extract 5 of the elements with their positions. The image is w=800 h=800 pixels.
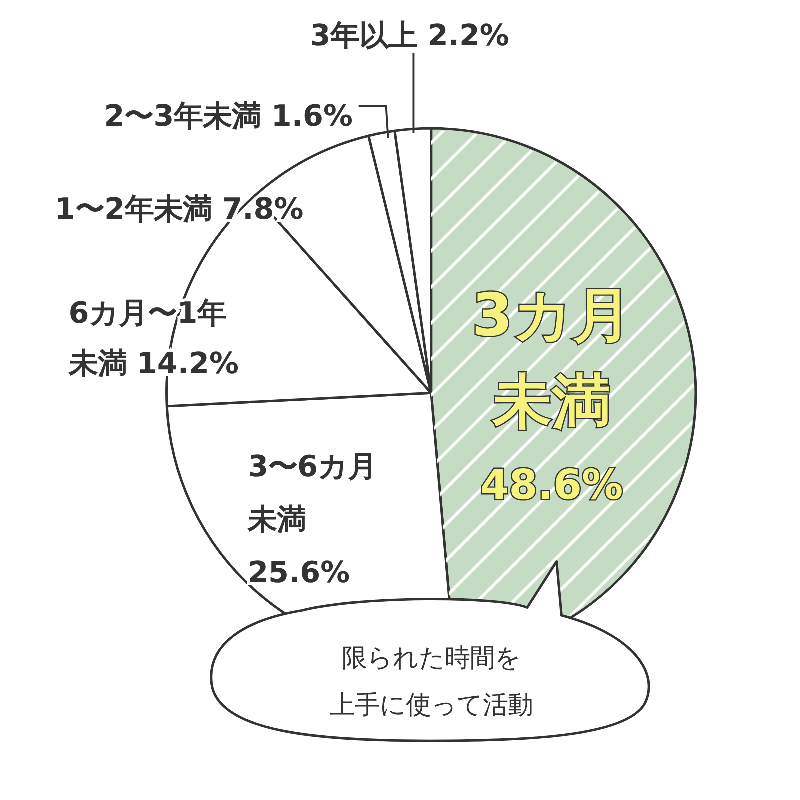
slice-label: 3年以上 2.2% — [310, 18, 510, 52]
data-label: 25.6% — [248, 555, 350, 590]
slice-label: 2〜3年未満 1.6% — [104, 98, 353, 133]
slice-label: 3〜6カ月未満 — [247, 450, 378, 537]
text: 限られた時間を上手に使って活動 — [330, 644, 533, 721]
